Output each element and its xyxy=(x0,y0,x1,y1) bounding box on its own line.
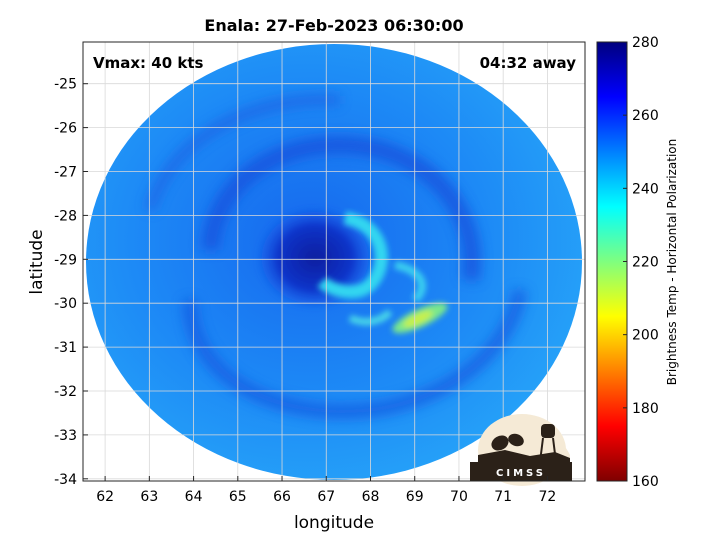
y-tick-label: -33 xyxy=(54,428,77,444)
x-tick-label: 63 xyxy=(140,489,158,505)
logo-text: CIMSS xyxy=(496,468,546,479)
y-tick-label: -31 xyxy=(54,340,77,356)
x-tick-label: 62 xyxy=(96,489,114,505)
y-tick-label: -26 xyxy=(54,121,77,137)
x-tick-label: 69 xyxy=(406,489,424,505)
y-tick-label: -28 xyxy=(54,208,77,224)
time-away-label: 04:32 away xyxy=(480,54,577,72)
y-tick-label: -34 xyxy=(54,472,77,488)
colorbar-gradient xyxy=(596,41,628,482)
dark-spiral-bands xyxy=(145,94,527,419)
x-tick-label: 65 xyxy=(229,489,247,505)
x-tick-label: 66 xyxy=(273,489,291,505)
colorbar-tick-label: 280 xyxy=(632,35,659,51)
colorbar-tick-label: 200 xyxy=(632,328,659,344)
colorbar-tick-label: 260 xyxy=(632,108,659,124)
colorbar-tick-label: 240 xyxy=(632,181,659,197)
dish-icon xyxy=(491,435,509,451)
grid-lines xyxy=(83,42,585,481)
colorbar-label: Brightness Temp - Horizontal Polarizatio… xyxy=(665,139,679,386)
y-axis-label: latitude xyxy=(27,229,47,294)
eye-core xyxy=(255,206,375,310)
inner-rain-band xyxy=(317,211,427,326)
tower-icon xyxy=(541,424,555,438)
x-tick-label: 68 xyxy=(362,489,380,505)
swath-layer xyxy=(86,44,582,480)
x-axis-label: longitude xyxy=(294,513,374,533)
y-tick-label: -32 xyxy=(54,384,77,400)
plot-area: Vmax: 40 kts 04:32 away CIMSS xyxy=(82,41,586,486)
colorbar-tick-label: 160 xyxy=(632,474,659,490)
y-tick-label: -25 xyxy=(54,77,77,93)
vmax-label: Vmax: 40 kts xyxy=(93,54,203,72)
cimss-logo: CIMSS xyxy=(470,414,572,486)
y-tick-label: -27 xyxy=(54,165,77,181)
y-tick-label: -30 xyxy=(54,296,77,312)
y-axis: -25 -26 -27 -28 -29 -30 -31 -32 -33 -34 xyxy=(54,77,88,488)
colorbar-tick-label: 220 xyxy=(632,255,659,271)
plot-frame xyxy=(82,41,586,482)
chart-title: Enala: 27-Feb-2023 06:30:00 xyxy=(204,16,463,35)
x-tick-label: 64 xyxy=(185,489,203,505)
x-tick-label: 72 xyxy=(538,489,556,505)
colorbar: 280 260 240 220 200 180 160 Brightness Temp - … xyxy=(596,35,679,490)
x-tick-label: 70 xyxy=(450,489,468,505)
x-tick-label: 71 xyxy=(494,489,512,505)
y-tick-label: -29 xyxy=(54,252,77,268)
x-axis: 62 63 64 65 66 67 68 69 70 71 72 xyxy=(96,476,556,505)
dish-icon xyxy=(508,433,524,447)
colorbar-tick-label: 180 xyxy=(632,401,659,417)
x-tick-label: 67 xyxy=(317,489,335,505)
outer-rain-band xyxy=(392,302,448,334)
colorbar-ticks: 280 260 240 220 200 180 160 xyxy=(623,35,659,490)
